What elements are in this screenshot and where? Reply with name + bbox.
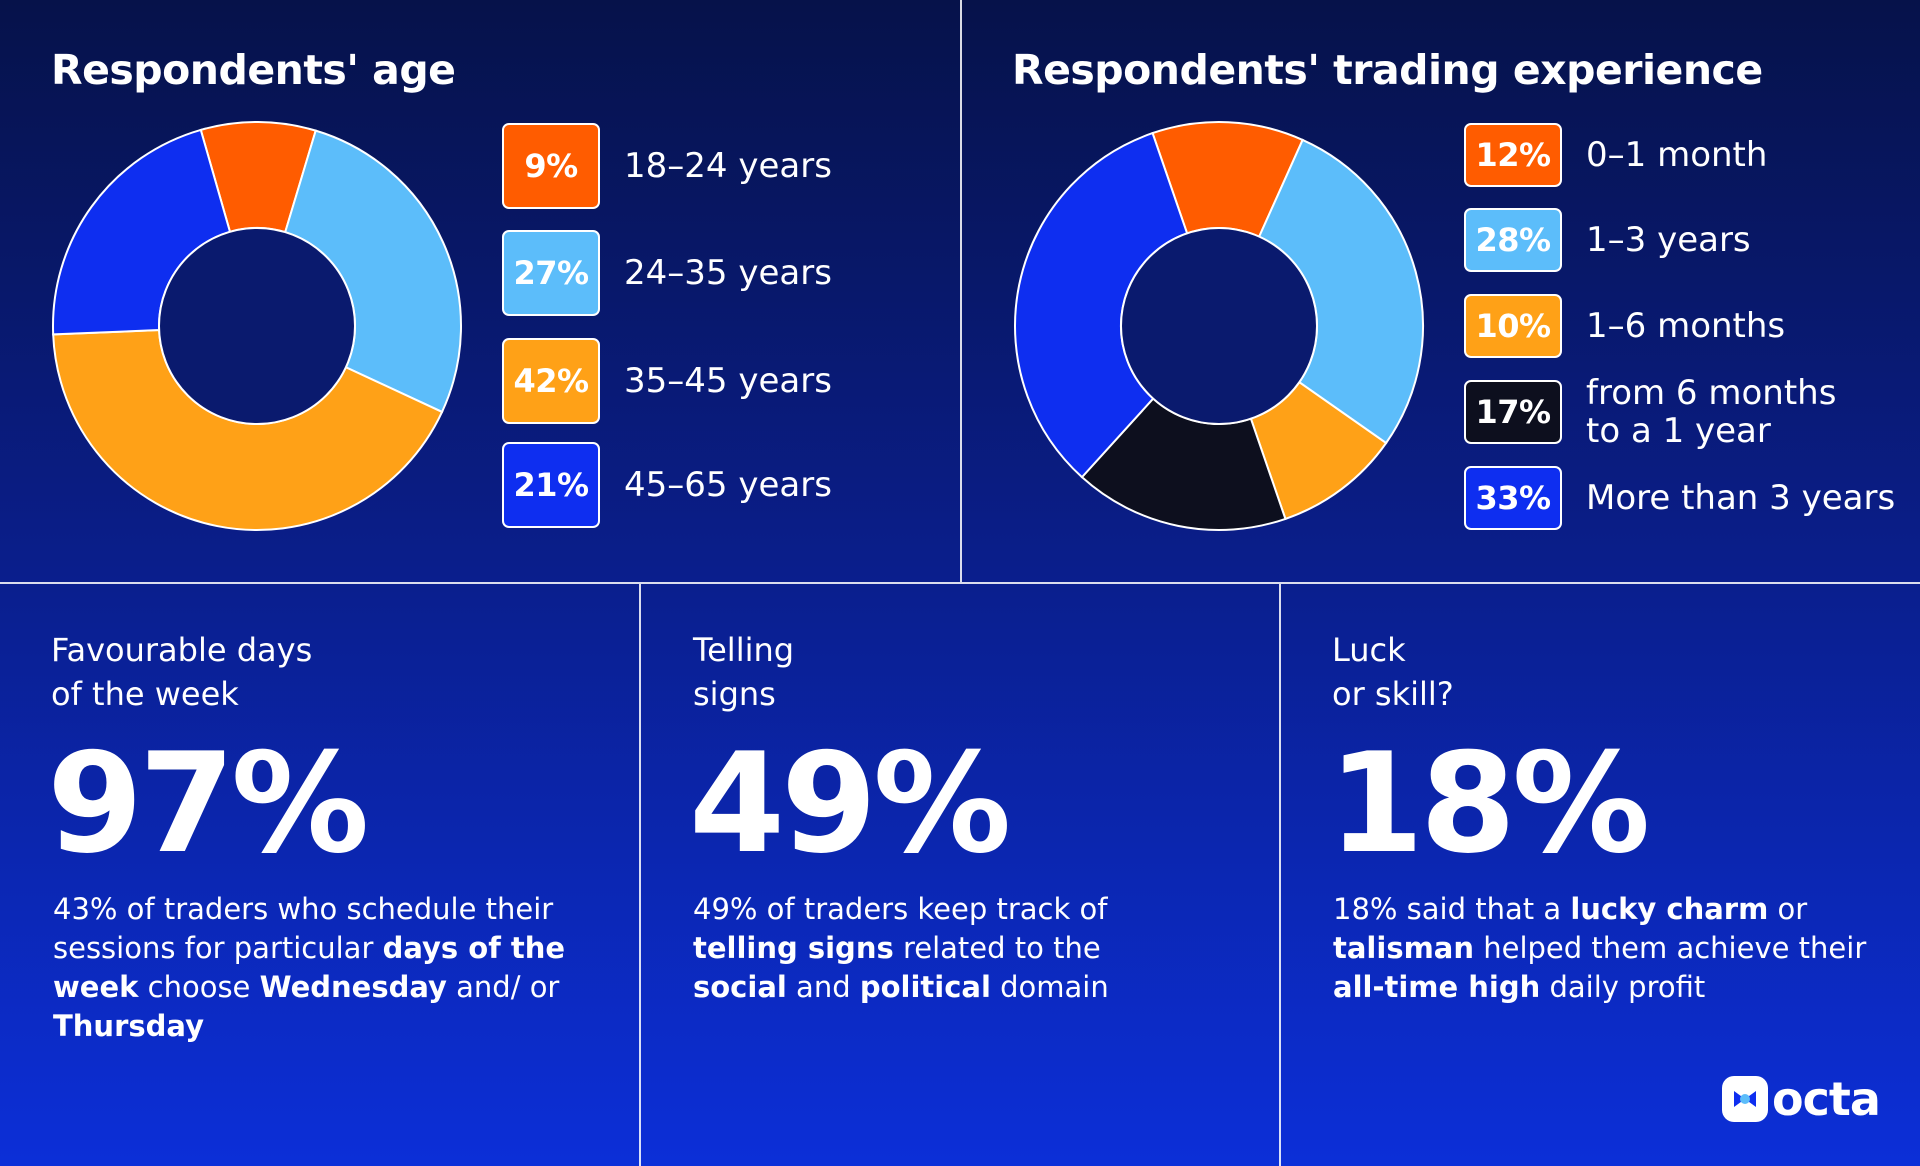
octa-logo-text: octa (1772, 1072, 1881, 1126)
stat-value: 49% (689, 723, 1011, 884)
emphasis-text: days of the week (53, 931, 566, 1004)
legend-label: from 6 months to a 1 year (1586, 373, 1837, 451)
stat-heading: Favourable days of the week (51, 631, 313, 713)
octa-logo: octa (1722, 1072, 1881, 1126)
experience-chart-panel: Respondents' trading experience 12% 0–1 m… (962, 0, 1920, 582)
legend-percent-badge: 12% (1464, 123, 1562, 187)
stat-heading: Telling signs (693, 631, 795, 713)
legend-item: 10% 1–6 months (1464, 294, 1785, 358)
legend-percent-badge: 17% (1464, 380, 1562, 444)
experience-chart-title: Respondents' trading experience (1012, 46, 1763, 94)
legend-item: 9% 18–24 years (502, 123, 832, 209)
legend-item: 17% from 6 months to a 1 year (1464, 374, 1836, 450)
legend-label: 1–3 years (1586, 220, 1751, 260)
legend-percent-badge: 27% (502, 230, 600, 316)
stat-value: 97% (47, 723, 369, 884)
donut-hole (1120, 227, 1318, 425)
legend-percent-badge: 33% (1464, 466, 1562, 530)
bottom-vertical-divider-2 (1279, 584, 1281, 1166)
legend-item: 21% 45–65 years (502, 442, 832, 528)
experience-donut-chart (1014, 121, 1424, 531)
emphasis-text: political (859, 970, 991, 1004)
legend-label: 35–45 years (624, 361, 832, 401)
emphasis-text: Wednesday (259, 970, 447, 1004)
emphasis-text: social (693, 970, 787, 1004)
legend-label: 0–1 month (1586, 135, 1768, 175)
stat-description: 49% of traders keep track of telling sig… (693, 892, 1109, 1004)
bottom-vertical-divider-1 (639, 584, 641, 1166)
legend-percent-badge: 10% (1464, 294, 1562, 358)
stat-panel-signs: Telling signs 49% 49% of traders keep tr… (641, 584, 1279, 1166)
legend-label: 1–6 months (1586, 306, 1786, 346)
emphasis-text: talisman (1333, 931, 1475, 965)
emphasis-text: all-time high (1333, 970, 1541, 1004)
stat-panel-days: Favourable days of the week 97% 43% of t… (0, 584, 639, 1166)
age-chart-panel: Respondents' age 9% 18–24 years 27% 24–35 y… (0, 0, 960, 582)
age-chart-title: Respondents' age (51, 46, 456, 94)
stat-heading: Luck or skill? (1332, 631, 1454, 713)
horizontal-divider (0, 582, 1920, 584)
age-donut-chart (52, 121, 462, 531)
legend-label: More than 3 years (1586, 478, 1896, 518)
legend-label: 45–65 years (624, 465, 832, 505)
stat-description: 18% said that a lucky charm or talisman … (1333, 892, 1867, 1004)
emphasis-text: lucky charm (1570, 892, 1769, 926)
legend-label: 18–24 years (624, 146, 832, 186)
legend-percent-badge: 28% (1464, 208, 1562, 272)
legend-item: 33% More than 3 years (1464, 466, 1895, 530)
legend-item: 42% 35–45 years (502, 338, 832, 424)
emphasis-text: telling signs (693, 931, 894, 965)
stat-panel-luck: Luck or skill? 18% 18% said that a lucky… (1281, 584, 1920, 1166)
top-vertical-divider (960, 0, 962, 582)
donut-hole (158, 227, 356, 425)
legend-item: 27% 24–35 years (502, 230, 832, 316)
legend-label: 24–35 years (624, 253, 832, 293)
legend-percent-badge: 42% (502, 338, 600, 424)
stat-value: 18% (1328, 723, 1650, 884)
stat-description: 43% of traders who schedule their sessio… (53, 892, 566, 1043)
legend-percent-badge: 21% (502, 442, 600, 528)
legend-item: 28% 1–3 years (1464, 208, 1751, 272)
emphasis-text: Thursday (53, 1009, 204, 1043)
legend-item: 12% 0–1 month (1464, 123, 1767, 187)
legend-percent-badge: 9% (502, 123, 600, 209)
octa-logo-icon (1722, 1076, 1768, 1122)
